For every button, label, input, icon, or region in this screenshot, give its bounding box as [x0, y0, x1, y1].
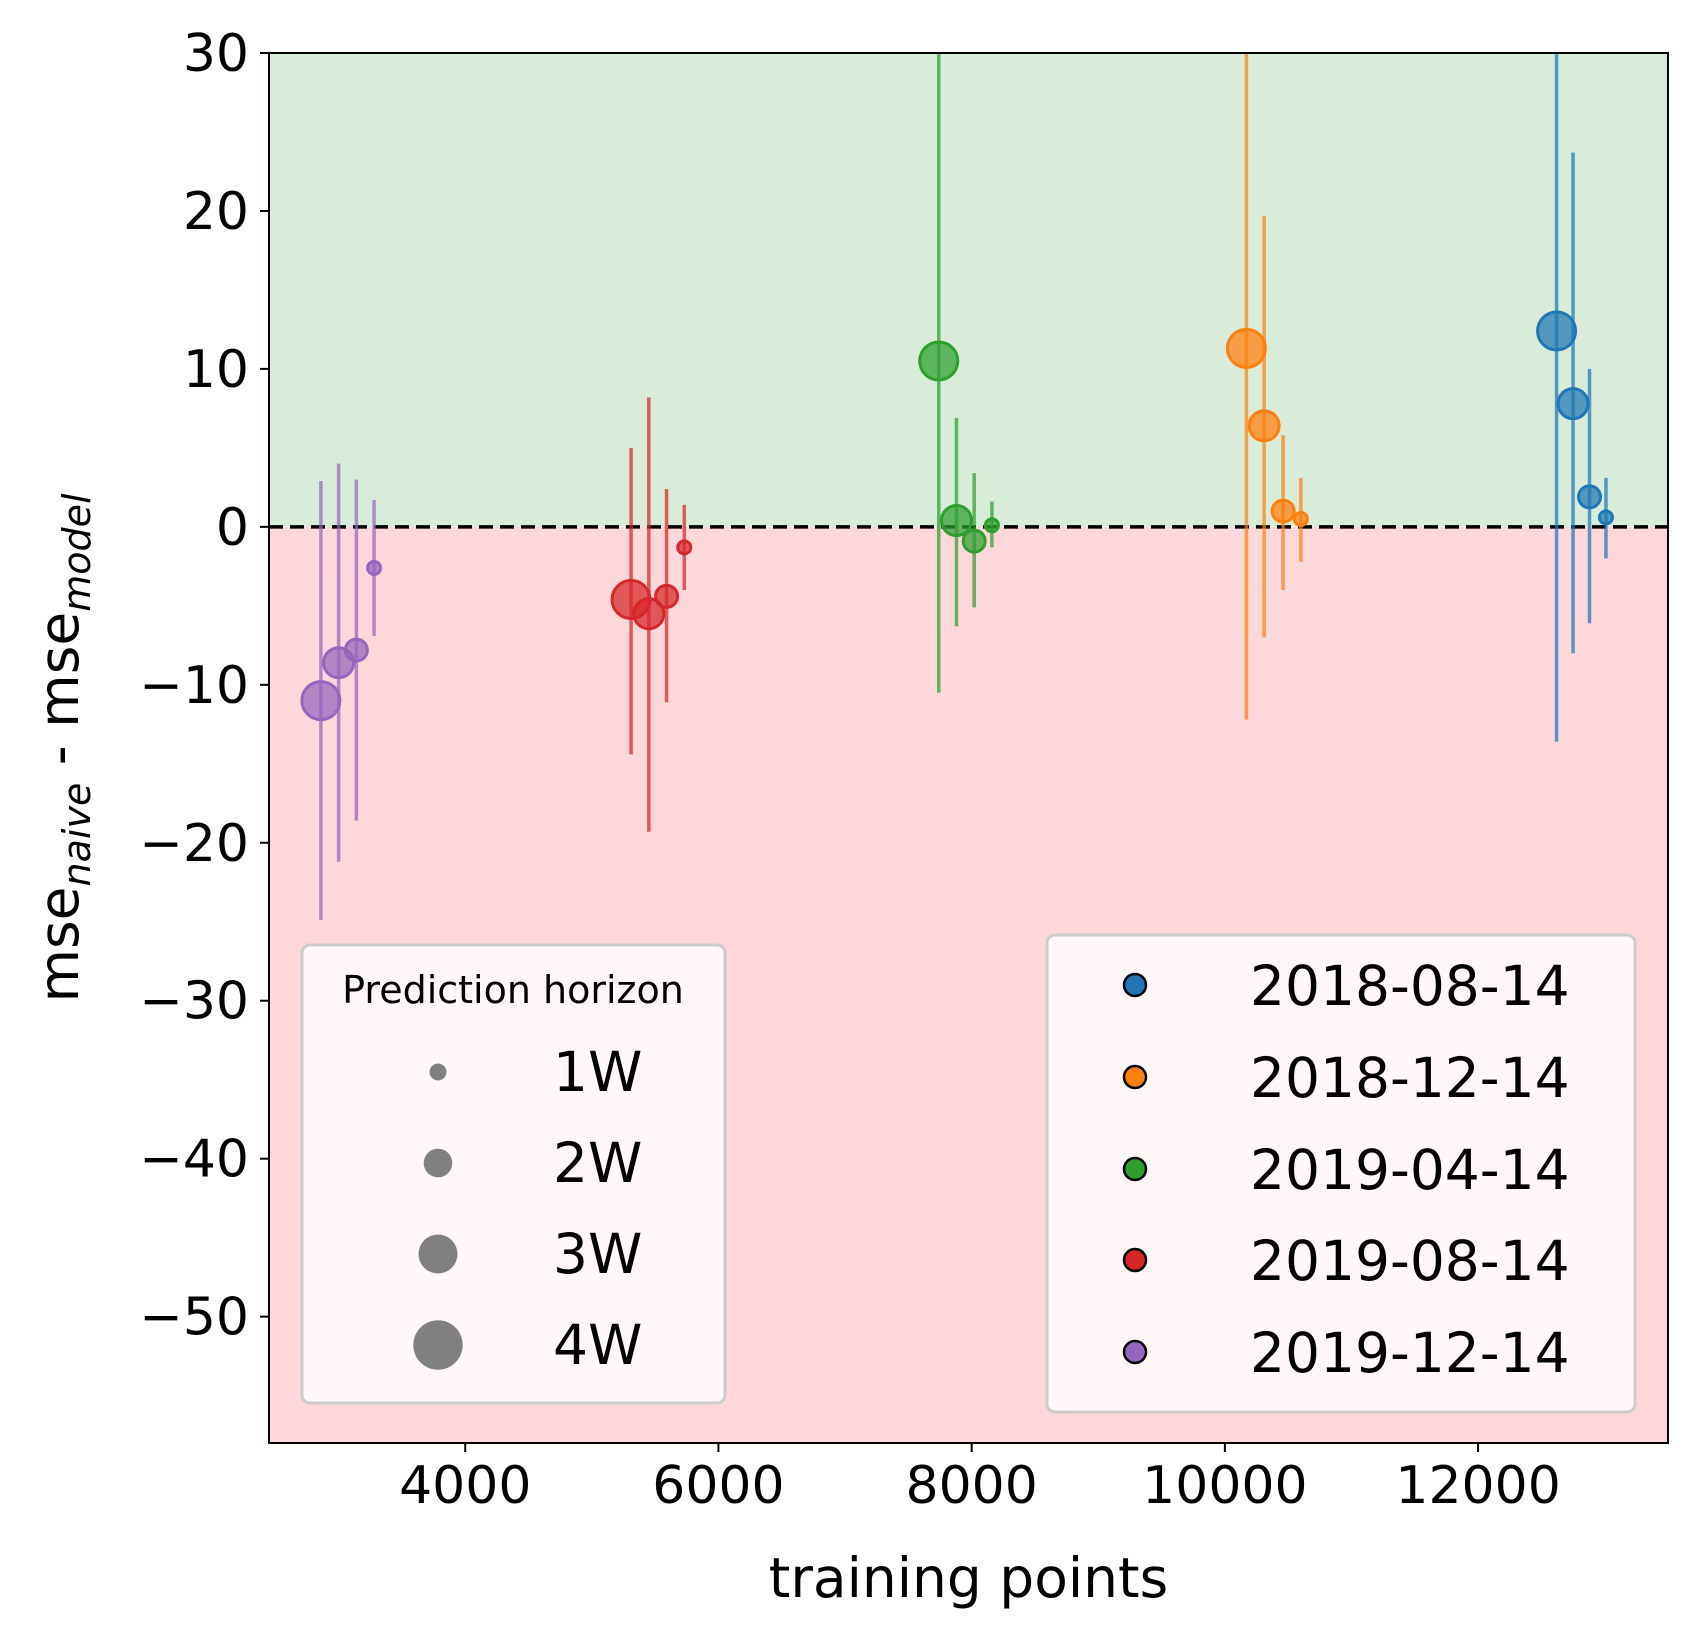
color-legend-label: 2019-04-14 — [1250, 1138, 1570, 1202]
color-legend-box — [1045, 933, 1637, 1414]
color-legend-marker — [1122, 1339, 1148, 1365]
color-legend-label: 2018-12-14 — [1250, 1046, 1570, 1110]
data-point — [918, 340, 960, 382]
y-tick-label: 0 — [216, 498, 249, 558]
data-point — [1270, 498, 1296, 524]
y-axis-label-part: mse — [27, 886, 91, 1002]
size-legend-marker — [413, 1320, 463, 1370]
size-legend-label: 3W — [553, 1222, 642, 1286]
data-point — [1225, 327, 1267, 369]
color-legend-label: 2018-08-14 — [1250, 954, 1570, 1018]
data-point — [343, 637, 369, 663]
size-legend-label: 2W — [553, 1131, 642, 1195]
y-tick-label: 30 — [183, 24, 249, 84]
y-tick-label: −20 — [139, 814, 249, 874]
x-tick-label: 8000 — [905, 1456, 1037, 1516]
y-tick-label: −50 — [139, 1288, 249, 1348]
data-point — [654, 583, 680, 609]
plot-frame — [268, 52, 1669, 1444]
x-tick-label: 4000 — [399, 1456, 531, 1516]
data-point — [1577, 484, 1603, 510]
y-tick-label: 20 — [183, 182, 249, 242]
y-axis-label-subscript: model — [55, 493, 99, 612]
data-point — [1292, 510, 1309, 527]
y-axis-label-subscript: naive — [55, 783, 99, 887]
data-point — [676, 539, 693, 556]
data-point — [1247, 409, 1281, 443]
data-point — [1536, 310, 1578, 352]
x-tick-label: 10000 — [1142, 1456, 1307, 1516]
y-axis-label: msenaive - msemodel — [27, 493, 99, 1003]
y-axis-label-part: - mse — [27, 612, 91, 783]
color-legend-marker — [1122, 1156, 1148, 1182]
color-legend-marker — [1122, 1247, 1148, 1273]
data-point — [1556, 387, 1590, 421]
size-legend-marker — [429, 1063, 447, 1081]
data-point — [983, 517, 1000, 534]
data-point — [632, 597, 666, 631]
color-legend-label: 2019-08-14 — [1250, 1229, 1570, 1293]
size-legend-marker — [418, 1234, 458, 1274]
size-legend-box — [300, 943, 727, 1405]
size-legend-label: 1W — [553, 1040, 642, 1104]
data-point — [366, 559, 383, 576]
x-tick-label: 6000 — [652, 1456, 784, 1516]
data-point — [1597, 509, 1614, 526]
x-tick-label: 12000 — [1395, 1456, 1560, 1516]
y-tick-label: −30 — [139, 972, 249, 1032]
y-tick-label: 10 — [183, 340, 249, 400]
size-legend-marker — [423, 1148, 453, 1178]
color-legend-label: 2019-12-14 — [1250, 1321, 1570, 1385]
y-tick-label: −40 — [139, 1130, 249, 1190]
y-tick-label: −10 — [139, 656, 249, 716]
positive-region — [269, 53, 1668, 527]
color-legend-marker — [1122, 1064, 1148, 1090]
size-legend-title: Prediction horizon — [342, 968, 684, 1012]
x-axis-label: training points — [769, 1546, 1168, 1610]
data-point — [300, 680, 342, 722]
color-legend-marker — [1122, 972, 1148, 998]
size-legend-label: 4W — [553, 1313, 642, 1377]
data-point — [961, 528, 987, 554]
data-point — [939, 504, 973, 538]
